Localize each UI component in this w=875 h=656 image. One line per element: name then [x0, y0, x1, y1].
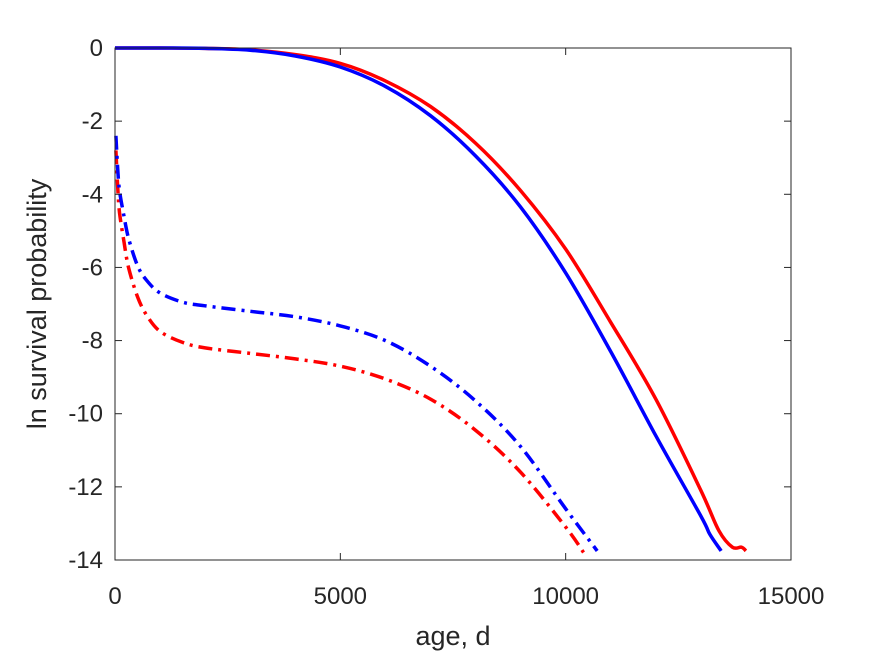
y-tick-label: -6 — [82, 254, 103, 281]
y-tick-label: -4 — [82, 181, 103, 208]
x-tick-label: 10000 — [532, 583, 599, 610]
x-tick-label: 15000 — [758, 583, 825, 610]
y-tick-label: -14 — [68, 547, 103, 574]
y-tick-label: -2 — [82, 108, 103, 135]
series-line-2-solid — [114, 46, 723, 552]
tick-layer: 0 5000 10000 15000 0 -2 -4 -6 -8 -10 -12 -14 — [68, 35, 824, 610]
x-tick-label: 0 — [108, 583, 121, 610]
y-axis-title: ln survival probability — [22, 178, 52, 429]
y-tick-label: 0 — [90, 35, 103, 62]
x-axis-title: age, d — [415, 621, 490, 651]
y-tick-label: -10 — [68, 401, 103, 428]
series-line-4-dashdot — [114, 135, 599, 552]
axes-box — [114, 47, 792, 561]
y-tick-label: -12 — [68, 474, 103, 501]
series-line-3-dashdot — [114, 150, 586, 554]
x-tick-label: 5000 — [314, 583, 367, 610]
series-layer — [114, 46, 748, 554]
y-tick-label: -8 — [82, 328, 103, 355]
